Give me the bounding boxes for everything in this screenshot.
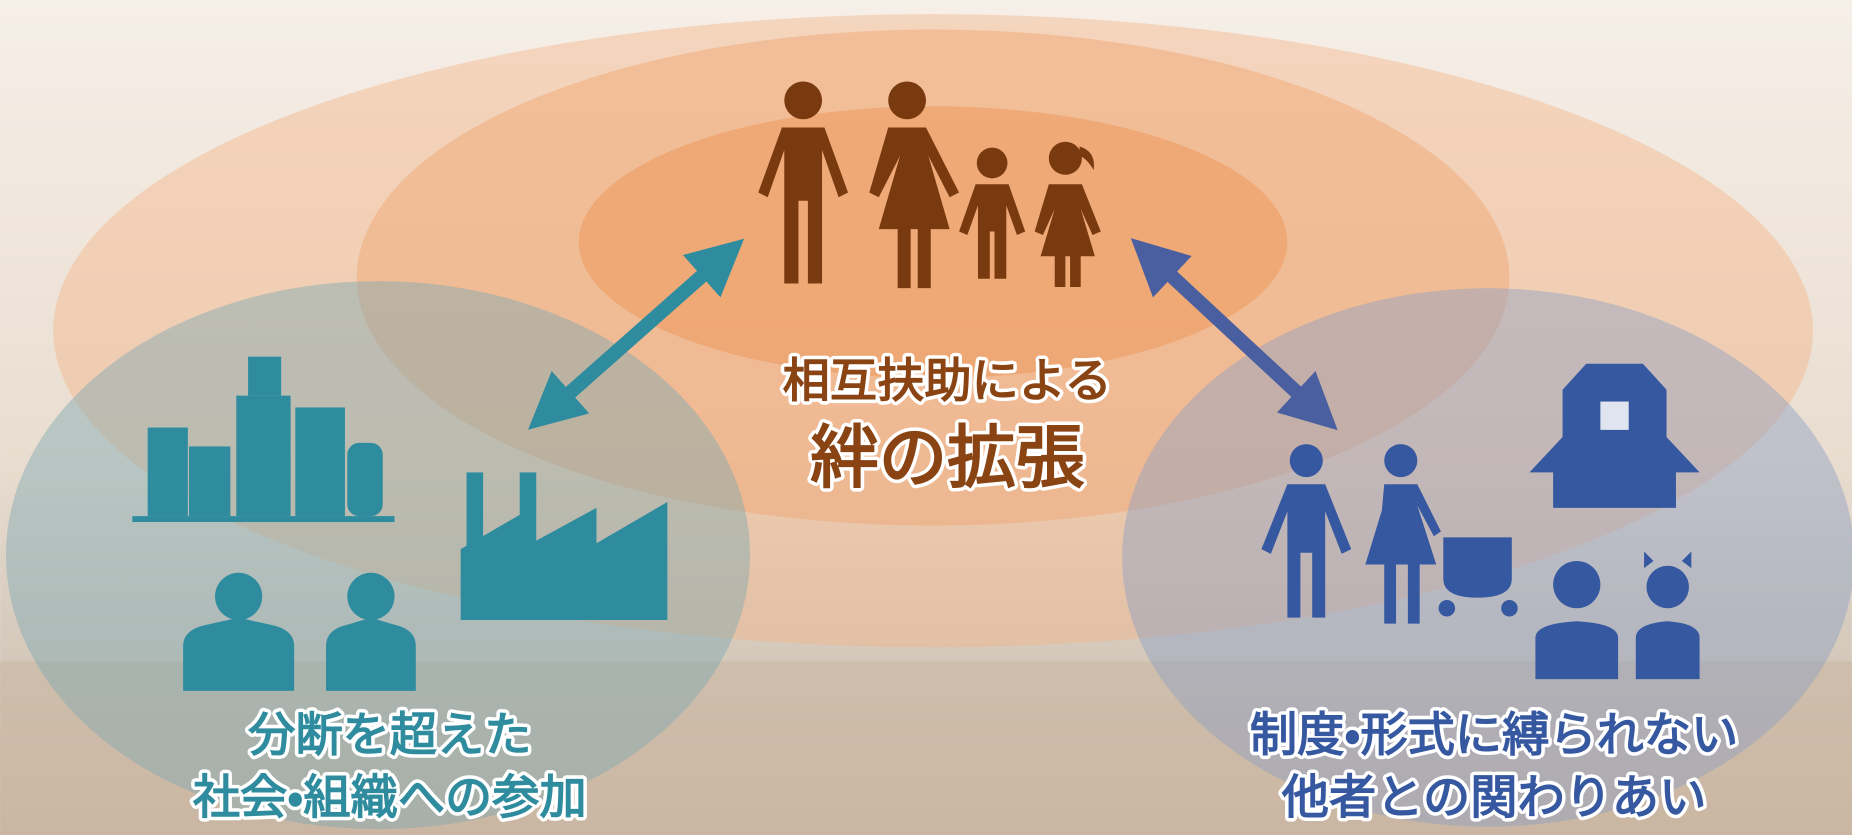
center-title: 絆の拡張 bbox=[810, 419, 1085, 499]
center-subtitle: 相互扶助による bbox=[783, 354, 1112, 409]
page: 相互扶助による 絆の拡張 分断を超えた 社会・組織への参加 制度・形式に縛られな… bbox=[0, 0, 1852, 835]
left-label-2: 社会・組織への参加 bbox=[192, 771, 587, 826]
right-label-2: 他者との関わりあい bbox=[1281, 771, 1707, 826]
left-label-1: 分断を超えた bbox=[247, 708, 531, 763]
right-label-1: 制度・形式に縛られない bbox=[1250, 708, 1738, 763]
diagram: 相互扶助による 絆の拡張 分断を超えた 社会・組織への参加 制度・形式に縛られな… bbox=[0, 0, 1852, 835]
